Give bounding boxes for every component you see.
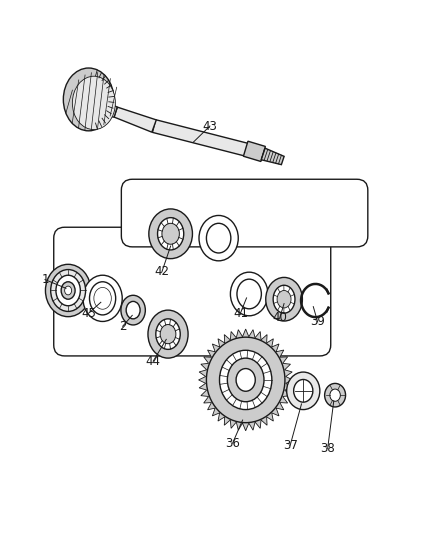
Ellipse shape: [83, 275, 122, 321]
Ellipse shape: [155, 319, 180, 350]
Ellipse shape: [272, 285, 294, 313]
Ellipse shape: [162, 223, 179, 244]
Ellipse shape: [198, 215, 238, 261]
Polygon shape: [97, 100, 117, 117]
FancyBboxPatch shape: [121, 179, 367, 247]
Polygon shape: [261, 148, 283, 165]
Text: 37: 37: [282, 439, 297, 452]
Ellipse shape: [63, 68, 114, 131]
FancyBboxPatch shape: [53, 227, 330, 356]
Ellipse shape: [120, 295, 145, 325]
Text: 42: 42: [154, 265, 169, 278]
Ellipse shape: [236, 369, 254, 391]
Text: 1: 1: [41, 273, 49, 286]
Text: 40: 40: [272, 311, 286, 325]
Ellipse shape: [46, 264, 91, 317]
Polygon shape: [152, 120, 264, 160]
Ellipse shape: [72, 76, 115, 130]
Ellipse shape: [160, 325, 176, 344]
Text: 45: 45: [81, 306, 96, 320]
Text: 41: 41: [233, 306, 247, 320]
Text: 44: 44: [145, 354, 160, 368]
Ellipse shape: [64, 286, 71, 295]
Text: 39: 39: [310, 316, 325, 328]
Ellipse shape: [50, 270, 85, 311]
Ellipse shape: [94, 287, 111, 309]
Text: 2: 2: [119, 320, 126, 333]
Ellipse shape: [293, 379, 312, 402]
Text: 36: 36: [225, 437, 240, 450]
Ellipse shape: [56, 275, 80, 306]
Ellipse shape: [265, 277, 302, 321]
Ellipse shape: [286, 372, 319, 409]
Ellipse shape: [157, 217, 184, 250]
Polygon shape: [198, 329, 292, 431]
Ellipse shape: [230, 272, 267, 316]
Text: 43: 43: [202, 119, 217, 133]
Ellipse shape: [89, 282, 116, 315]
Ellipse shape: [206, 223, 230, 253]
Ellipse shape: [206, 337, 284, 423]
Polygon shape: [243, 141, 265, 161]
Ellipse shape: [237, 279, 261, 309]
Polygon shape: [113, 107, 156, 132]
Ellipse shape: [219, 350, 271, 409]
Ellipse shape: [61, 282, 75, 299]
Ellipse shape: [148, 310, 187, 358]
Ellipse shape: [324, 383, 345, 407]
Ellipse shape: [276, 290, 290, 308]
Ellipse shape: [227, 358, 263, 402]
Ellipse shape: [148, 209, 192, 259]
Text: 38: 38: [320, 442, 334, 455]
Ellipse shape: [329, 389, 339, 401]
Ellipse shape: [126, 301, 140, 319]
